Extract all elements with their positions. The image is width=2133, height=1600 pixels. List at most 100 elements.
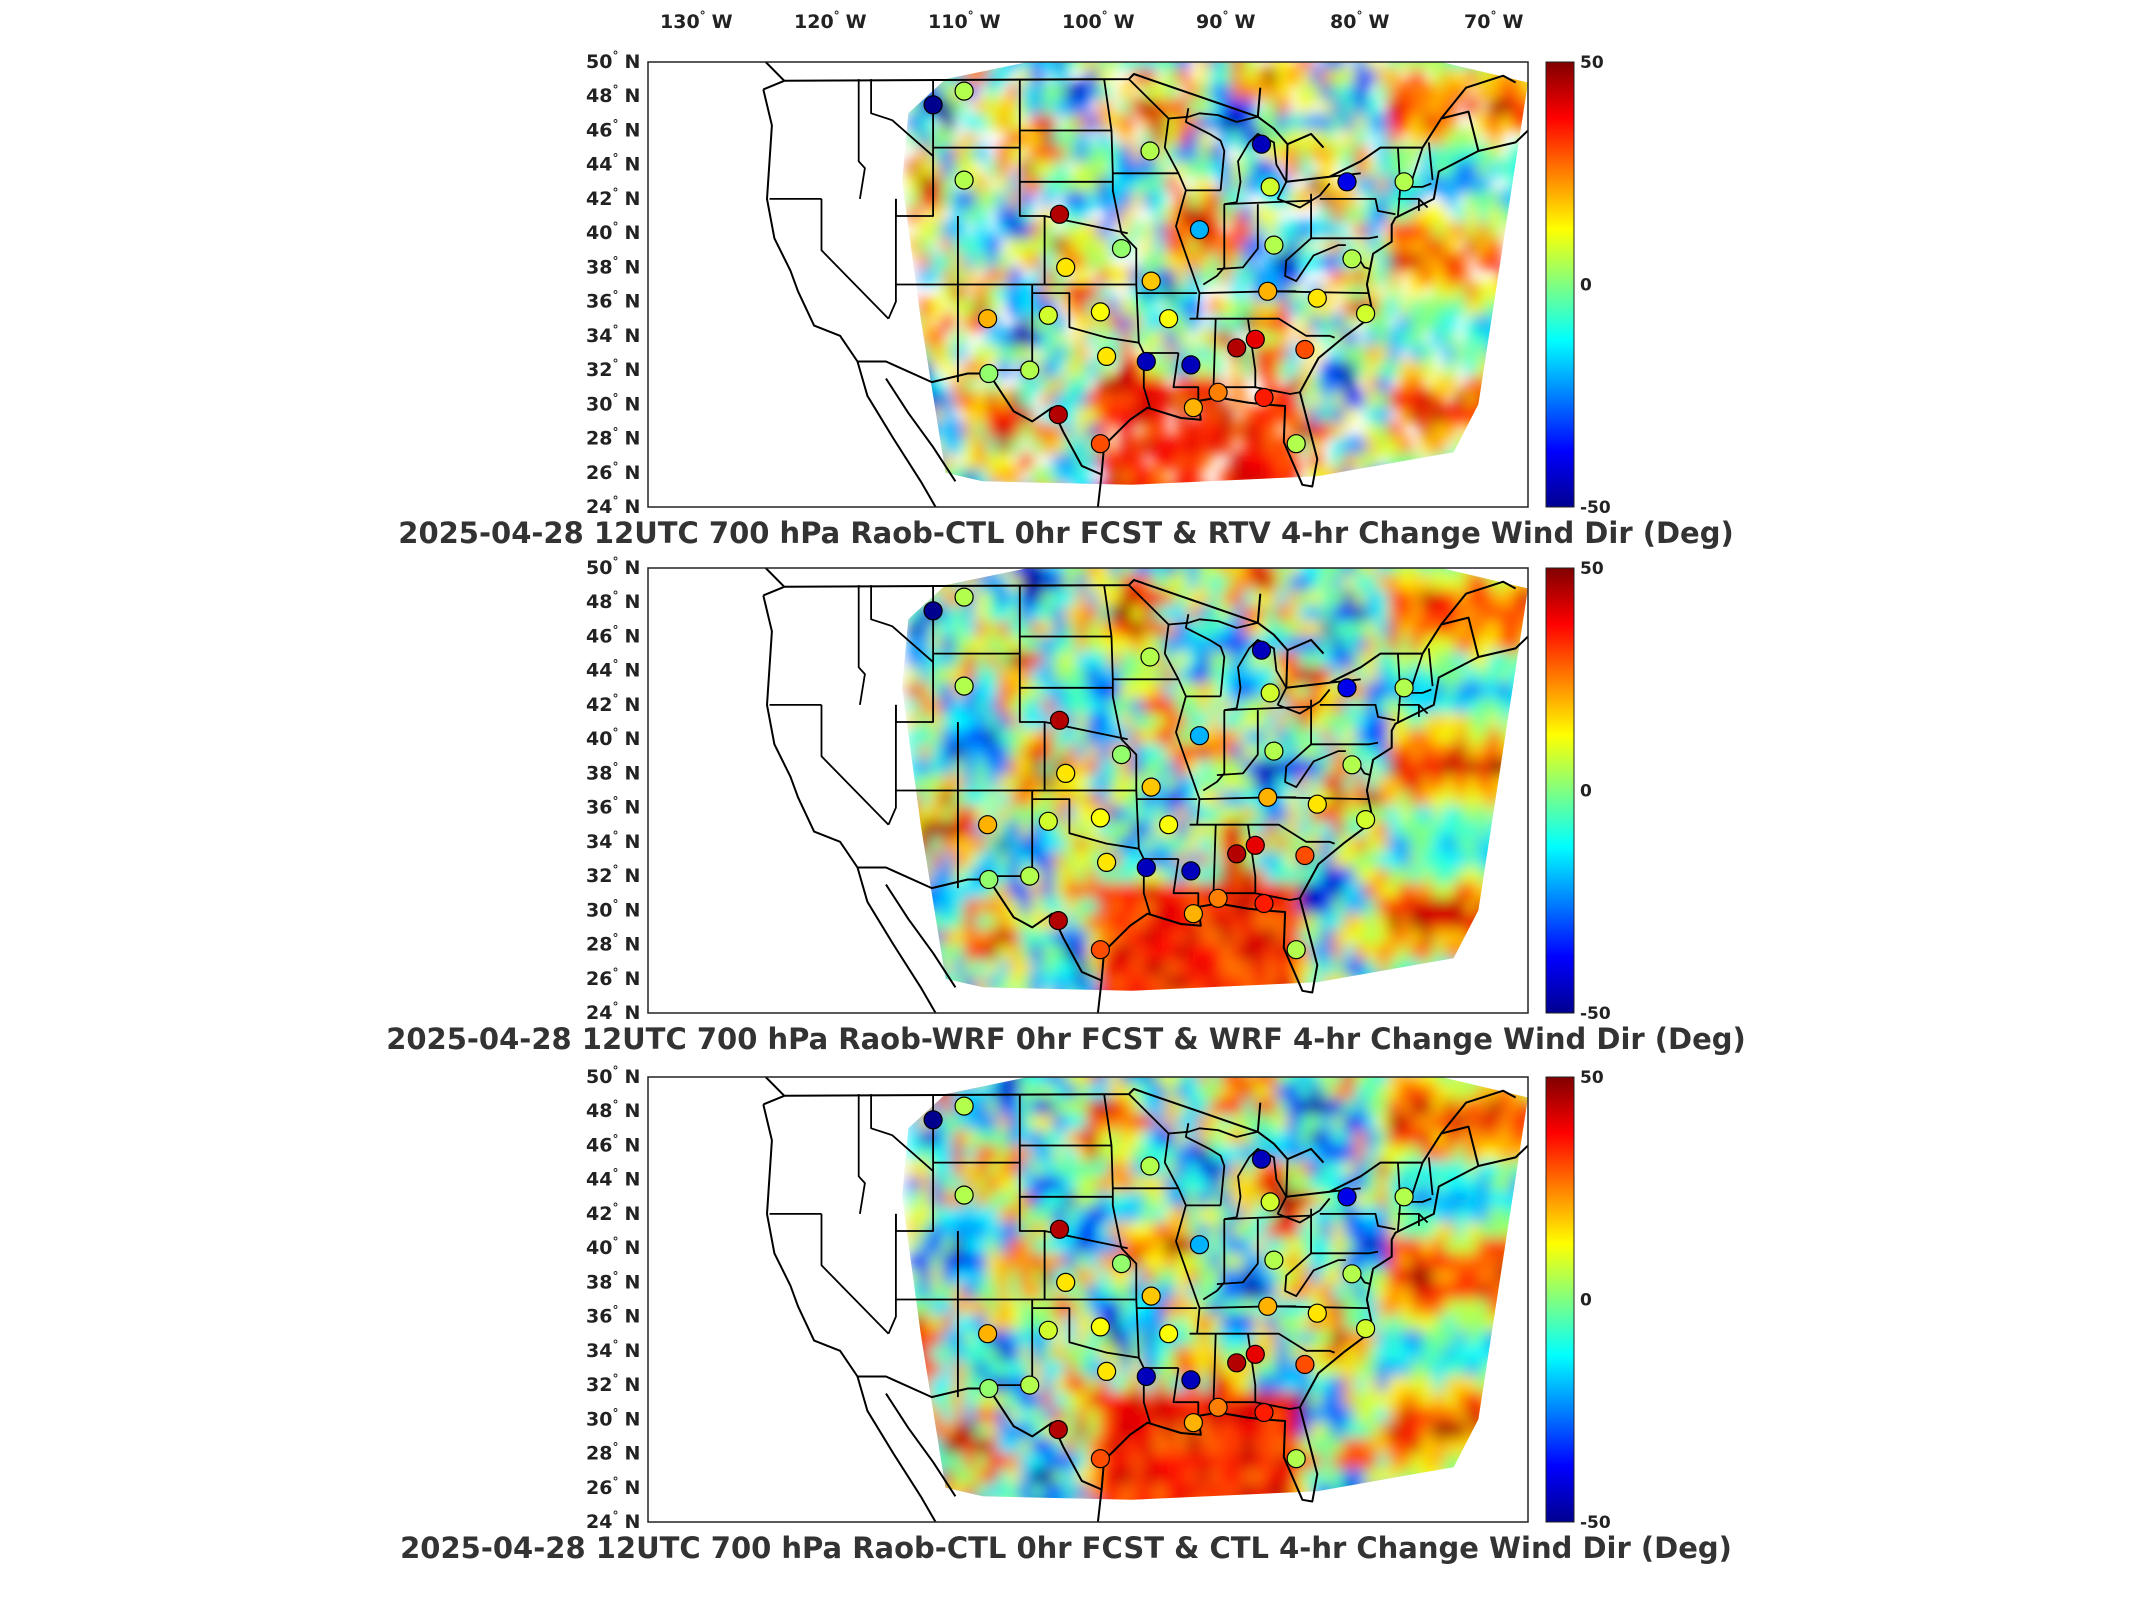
colorbar: 50 0 -50 [1545,1068,1611,1533]
raob-station-marker [1337,678,1357,698]
state-border [1397,1213,1429,1224]
state-border [1427,1157,1434,1196]
state-border [1168,1127,1259,1138]
raob-station-marker [1111,744,1132,765]
lat-tick-label: 26° N [586,1475,640,1499]
raob-station-marker [1049,1219,1070,1239]
lat-tick-label: 42° N [586,186,640,210]
raob-station-marker [954,1096,974,1116]
raob-station-marker [1258,281,1278,301]
raob-station-marker [1141,777,1161,797]
raob-station-marker [1090,302,1111,322]
colorbar-scale [1545,1076,1575,1523]
lat-tick-label: 42° N [586,692,640,716]
lat-tick-label: 34° N [586,1338,640,1362]
canada-coastline [764,62,786,82]
state-border [1397,704,1429,715]
raob-station-marker [1254,1402,1274,1423]
raob-station-marker [954,1185,974,1205]
raob-station-marker [1355,1318,1376,1339]
colorbar-max-label: 50 [1580,1068,1604,1088]
state-border [1311,1250,1379,1255]
lat-tick-label: 24° N [586,1509,640,1533]
canada-coastline [1440,74,1517,120]
lat-tick-label: 30° N [586,391,640,415]
longitude-tick-labels: 130° W 120° W 110° W 100° W 90° W 80° W 70° W [660,9,1523,33]
lon-tick-label: 100° W [1062,9,1135,33]
raob-station-marker [1038,811,1058,831]
raob-station-marker [1245,1344,1265,1364]
state-border [820,704,890,826]
canada-coastline [1440,580,1517,626]
raob-station-marker [1158,1324,1179,1344]
state-border [1172,858,1200,907]
canada-coastline [1256,1102,1262,1132]
raob-station-marker [1181,1370,1201,1390]
panel-title: 2025-04-28 12UTC 700 hPa Raob-CTL 0hr FC… [400,1531,1732,1565]
lat-tick-label: 28° N [586,932,640,956]
lat-tick-label: 32° N [586,357,640,381]
mexico-coastline [885,378,957,482]
state-border [887,198,897,320]
raob-station-marker [1090,808,1111,828]
lat-tick-label: 28° N [586,426,640,450]
lat-tick-label: 48° N [586,1098,640,1122]
lat-tick-label: 24° N [586,1000,640,1024]
lat-tick-label: 48° N [586,589,640,613]
raob-station-marker [1111,1253,1132,1274]
state-border [870,79,934,157]
lat-tick-label: 32° N [586,1372,640,1396]
colorbar-max-label: 50 [1580,53,1604,73]
raob-station-marker [954,676,974,696]
raob-station-marker [977,309,998,329]
raob-station-marker [1295,1354,1315,1375]
mexico-coastline [885,884,957,988]
raob-station-marker [1254,387,1274,408]
lat-tick-label: 44° N [586,152,640,176]
raob-station-marker [979,869,999,890]
state-border [1172,352,1200,401]
raob-station-marker [1056,1272,1076,1293]
raob-station-marker [1394,678,1414,698]
colorbar-scale [1545,567,1575,1014]
state-border [1277,182,1331,209]
canada-coastline [1478,635,1528,658]
lat-tick-label: 50° N [586,1064,640,1088]
state-border [1319,198,1396,216]
mexico-coastline [1096,474,1103,507]
raob-station-marker [1251,640,1272,660]
raob-station-marker [977,1324,998,1344]
state-border [1032,292,1139,344]
state-border [1311,741,1379,746]
raob-station-marker [1260,683,1280,703]
lat-tick-label: 28° N [586,1441,640,1465]
state-border [1264,1332,1335,1354]
raob-station-marker [1208,888,1228,908]
lat-tick-label: 40° N [586,726,640,750]
raob-station-marker [1048,910,1068,931]
political-boundaries [762,1077,1528,1522]
raob-station-marker [1140,647,1160,667]
canada-coastline [1256,87,1262,117]
map-panel-rtv: 50° N 48° N 46° N 44° N 42° N 40° N 38° N 36° N 34° N 32° N… [398,49,1733,550]
latitude-tick-labels: 50° N 48° N 46° N 44° N 42° N 40° N 38° N 36° N 34° N 32° N… [586,49,640,518]
state-border [1410,1162,1424,1198]
state-border [820,1213,890,1335]
state-border [1202,710,1226,792]
mexico-coastline [856,1376,937,1522]
map-frame [647,567,1529,1014]
colorbar-max-label: 50 [1580,559,1604,579]
raob-station-marker [1020,1375,1040,1395]
raob-station-marker [1096,346,1117,366]
raob-station-marker [1136,1366,1156,1387]
state-border [1202,204,1226,286]
lat-tick-label: 48° N [586,83,640,107]
raob-station-marker [923,95,943,115]
raob-station-marker [1181,355,1201,375]
state-border [1277,688,1331,715]
state-border [820,198,890,320]
raob-station-marker [1056,763,1076,784]
state-border [1032,798,1139,850]
canada-coastline [1440,1089,1517,1135]
state-border [887,1213,897,1335]
